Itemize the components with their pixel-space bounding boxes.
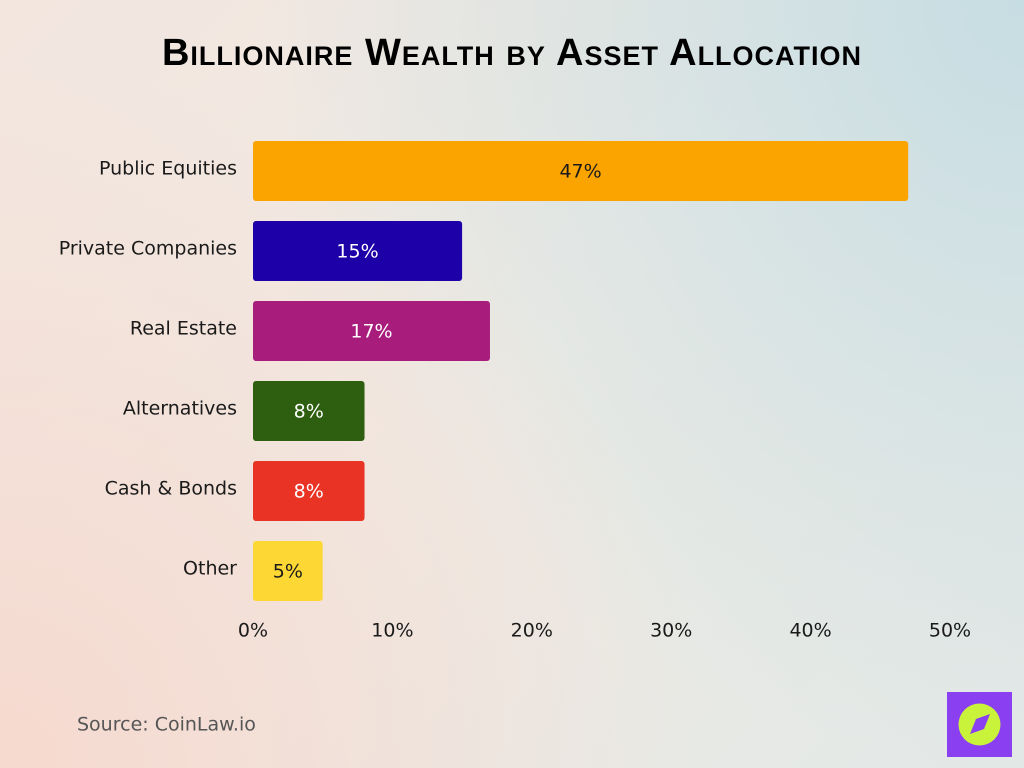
x-tick-label: 30% xyxy=(650,620,692,642)
logo-needle xyxy=(970,714,990,734)
value-label: 8% xyxy=(294,401,324,423)
x-tick-label: 40% xyxy=(789,620,831,642)
value-label: 15% xyxy=(336,241,378,263)
y-tick-label: Other xyxy=(183,558,237,580)
bar xyxy=(253,141,909,201)
x-tick-label: 10% xyxy=(371,620,413,642)
bar xyxy=(253,221,463,281)
value-label: 5% xyxy=(273,561,303,583)
x-tick-label: 20% xyxy=(511,620,553,642)
y-tick-label: Public Equities xyxy=(99,158,237,180)
y-tick-label: Private Companies xyxy=(59,238,237,260)
bar xyxy=(253,541,323,601)
logo xyxy=(947,692,1012,757)
value-label: 17% xyxy=(350,321,392,343)
y-tick-label: Alternatives xyxy=(123,398,237,420)
value-label: 47% xyxy=(559,161,601,183)
bar xyxy=(253,461,365,521)
x-tick-label: 50% xyxy=(929,620,971,642)
bar xyxy=(253,381,365,441)
source: Source: CoinLaw.io xyxy=(77,714,256,736)
y-tick-label: Cash & Bonds xyxy=(105,478,237,500)
value-label: 8% xyxy=(294,481,324,503)
x-tick-label: 0% xyxy=(238,620,268,642)
y-tick-label: Real Estate xyxy=(130,318,237,340)
bar xyxy=(253,301,490,361)
chart-title: Billionaire Wealth by Asset Allocation xyxy=(162,32,862,74)
